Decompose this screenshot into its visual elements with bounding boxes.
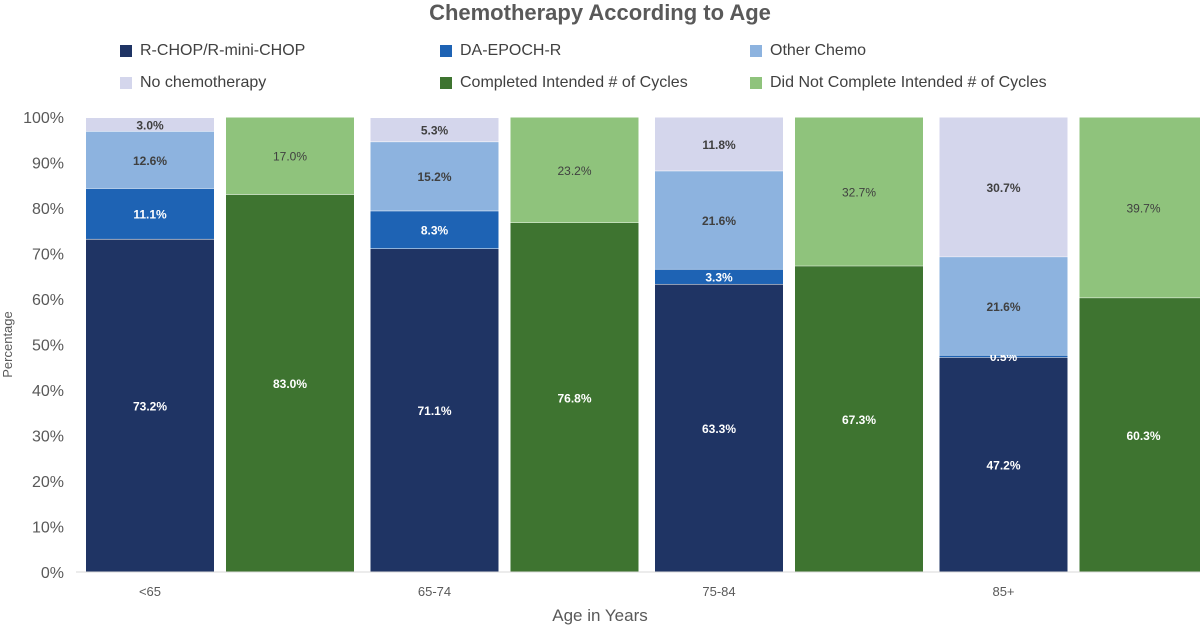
bar-da-epoch-r (370, 210, 499, 249)
y-tick-label: 80% (32, 201, 64, 218)
data-label-did-not-complete-intended-of-cycles: 39.7% (1126, 201, 1160, 215)
bar-did-not-complete-intended-of-cycles (226, 117, 354, 195)
bar-da-epoch-r (655, 268, 783, 284)
legend-label-no-chemotherapy: No chemotherapy (140, 74, 267, 91)
bar-r-chop-r-mini-chop (370, 248, 499, 572)
bar-da-epoch-r (939, 354, 1068, 358)
data-label-r-chop-r-mini-chop: 47.2% (986, 459, 1020, 473)
data-label-no-chemotherapy: 3.0% (136, 118, 164, 132)
data-label-other-chemo: 21.6% (986, 300, 1020, 314)
bar-other-chemo (655, 170, 783, 269)
x-tick-label: <65 (139, 584, 161, 599)
x-axis-title: Age in Years (552, 606, 647, 625)
bar-r-chop-r-mini-chop (939, 357, 1068, 572)
data-label-completed-intended-of-cycles: 76.8% (557, 391, 591, 405)
data-label-no-chemotherapy: 30.7% (986, 181, 1020, 195)
bar-other-chemo (370, 141, 499, 211)
bar-did-not-complete-intended-of-cycles (1079, 117, 1200, 298)
legend-swatch-da-epoch-r (440, 45, 452, 57)
legend-item-no-chemotherapy: No chemotherapy (120, 74, 266, 92)
x-tick-label: 75-84 (702, 584, 735, 599)
bar-r-chop-r-mini-chop (86, 238, 214, 572)
y-tick-label: 50% (32, 338, 64, 355)
data-label-r-chop-r-mini-chop: 73.2% (133, 399, 167, 413)
y-tick-label: 70% (32, 247, 64, 264)
data-label-other-chemo: 15.2% (417, 170, 451, 184)
bar-completed-intended-of-cycles (1079, 297, 1200, 572)
y-tick-label: 30% (32, 429, 64, 446)
y-tick-label: 60% (32, 292, 64, 309)
data-label-da-epoch-r: 11.1% (133, 208, 167, 222)
bar-no-chemotherapy (86, 117, 214, 132)
bar-other-chemo (939, 256, 1068, 355)
y-tick-label: 100% (23, 110, 64, 127)
legend-label-r-chop: R-CHOP/R-mini-CHOP (140, 42, 306, 59)
legend-item-not-completed-cycles: Did Not Complete Intended # of Cycles (750, 74, 1047, 92)
bar-completed-intended-of-cycles (510, 222, 639, 572)
bar-completed-intended-of-cycles (795, 265, 923, 572)
bar-no-chemotherapy (370, 117, 499, 142)
y-tick-label: 0% (41, 565, 64, 582)
bar-da-epoch-r (86, 188, 214, 239)
data-label-completed-intended-of-cycles: 67.3% (842, 413, 876, 427)
legend-item-other-chemo: Other Chemo (750, 42, 866, 60)
data-label-did-not-complete-intended-of-cycles: 32.7% (842, 185, 876, 199)
data-label-other-chemo: 12.6% (133, 154, 167, 168)
bar-did-not-complete-intended-of-cycles (510, 117, 639, 223)
legend-label-not-completed-cycles: Did Not Complete Intended # of Cycles (770, 74, 1047, 91)
legend: R-CHOP/R-mini-CHOP DA-EPOCH-R Other Chem… (120, 38, 1120, 102)
legend-swatch-not-completed-cycles (750, 77, 762, 89)
data-label-did-not-complete-intended-of-cycles: 17.0% (273, 150, 307, 164)
data-label-r-chop-r-mini-chop: 71.1% (417, 404, 451, 418)
bar-no-chemotherapy (655, 117, 783, 171)
data-label-da-epoch-r: 3.3% (705, 270, 733, 284)
bar-r-chop-r-mini-chop (655, 283, 783, 572)
data-label-no-chemotherapy: 11.8% (702, 138, 736, 152)
y-tick-label: 90% (32, 156, 64, 173)
data-label-completed-intended-of-cycles: 83.0% (273, 377, 307, 391)
data-label-did-not-complete-intended-of-cycles: 23.2% (557, 164, 591, 178)
y-tick-label: 40% (32, 383, 64, 400)
bar-did-not-complete-intended-of-cycles (795, 117, 923, 266)
y-tick-label: 20% (32, 474, 64, 491)
legend-swatch-completed-cycles (440, 77, 452, 89)
chart-title: Chemotherapy According to Age (429, 0, 771, 25)
y-tick-label: 10% (32, 520, 64, 537)
bar-completed-intended-of-cycles (226, 194, 354, 572)
data-label-r-chop-r-mini-chop: 63.3% (702, 422, 736, 436)
data-label-da-epoch-r: 8.3% (421, 224, 449, 238)
x-tick-label: 85+ (992, 584, 1014, 599)
data-label-no-chemotherapy: 5.3% (421, 124, 449, 138)
legend-label-other-chemo: Other Chemo (770, 42, 867, 59)
bar-other-chemo (86, 131, 214, 189)
legend-label-da-epoch-r: DA-EPOCH-R (460, 42, 562, 59)
bar-no-chemotherapy (939, 117, 1068, 257)
legend-swatch-no-chemotherapy (120, 77, 132, 89)
x-tick-label: 65-74 (418, 584, 451, 599)
data-label-completed-intended-of-cycles: 60.3% (1126, 429, 1160, 443)
y-axis-title: Percentage (0, 311, 15, 378)
legend-label-completed-cycles: Completed Intended # of Cycles (460, 74, 688, 91)
legend-swatch-other-chemo (750, 45, 762, 57)
legend-swatch-r-chop (120, 45, 132, 57)
legend-item-da-epoch-r: DA-EPOCH-R (440, 42, 561, 60)
legend-item-r-chop: R-CHOP/R-mini-CHOP (120, 42, 305, 60)
data-label-other-chemo: 21.6% (702, 214, 736, 228)
legend-item-completed-cycles: Completed Intended # of Cycles (440, 74, 688, 92)
